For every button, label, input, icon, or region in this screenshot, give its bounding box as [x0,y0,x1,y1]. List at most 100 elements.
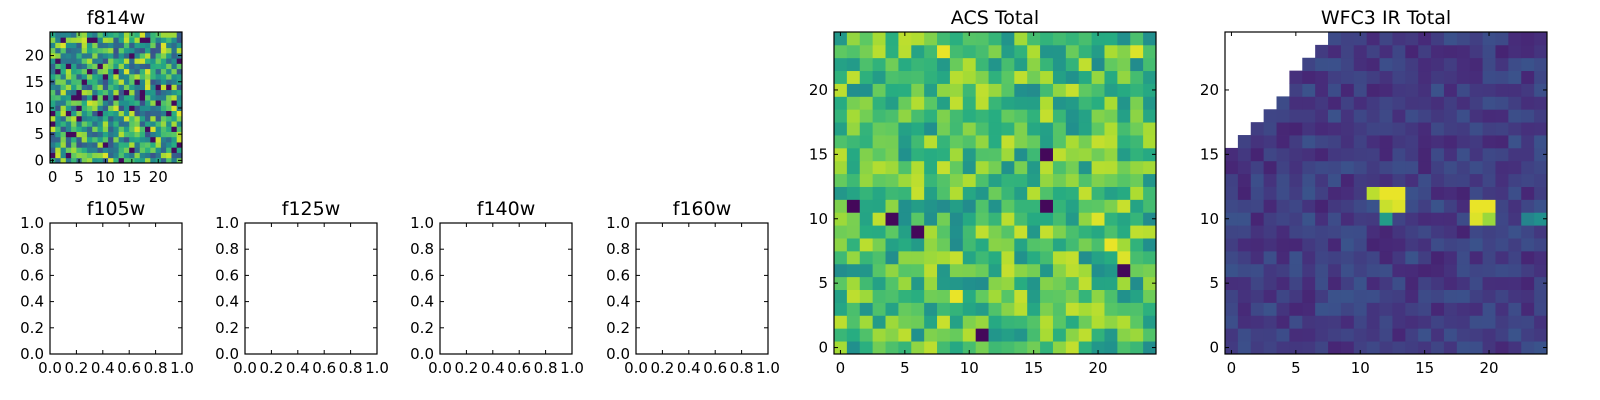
heatmap-cell [1508,96,1522,110]
heatmap-cell [834,160,848,175]
heatmap-cell [1469,70,1483,84]
heatmap-cell [1340,32,1355,46]
heatmap-cell [1130,122,1144,136]
heatmap-cell [139,94,146,101]
heatmap-cell [1263,160,1277,175]
heatmap-cell [898,173,912,187]
heatmap-cell [1237,212,1252,226]
heatmap-cell [834,328,848,342]
heatmap-cell [1263,341,1277,355]
heatmap-cell [1091,57,1105,72]
heatmap-cell [1521,70,1535,84]
heatmap-cell [1225,173,1239,187]
heatmap-cell [97,131,104,138]
heatmap-cell [1443,70,1458,84]
heatmap-cell [1405,83,1419,97]
heatmap-cell [1040,238,1054,252]
heatmap-cell [975,135,989,149]
heatmap-cell [962,289,977,303]
heatmap-cell [1521,186,1535,200]
heatmap-cell [937,160,951,175]
heatmap-cell [71,110,77,117]
heatmap-cell [1027,315,1041,329]
heatmap-cell [1315,83,1329,97]
heatmap-cell [859,147,874,162]
heatmap-cell [1443,57,1458,72]
heatmap-cell [1328,302,1342,316]
heatmap-cell [949,289,964,303]
heatmap-cell [71,58,77,64]
heatmap-cell [1014,44,1028,59]
heatmap-cell [1130,147,1144,162]
heatmap-cell [911,96,925,110]
heatmap-cell [834,135,848,149]
heatmap-cell [1392,83,1406,97]
heatmap-cell [145,136,151,143]
y-tick-label: 1.0 [20,214,44,232]
heatmap-cell [50,94,56,101]
heatmap-cell [1315,276,1329,290]
heatmap-cell [898,70,912,84]
heatmap-cell [71,100,77,106]
heatmap-cell [1014,276,1028,290]
heatmap-cell [1014,328,1028,342]
heatmap-cell [1469,173,1483,187]
heatmap-cell [1328,263,1342,278]
heatmap-cell [1508,173,1522,187]
heatmap-cell [1521,212,1535,226]
heatmap-cell [86,152,93,159]
heatmap-cell [171,63,178,70]
heatmap-cell [176,110,183,117]
heatmap-cell [1379,32,1393,46]
heatmap-cell [1405,250,1419,265]
heatmap-cell [1534,289,1548,303]
heatmap-cell [1117,122,1131,136]
heatmap-cell [1456,238,1471,252]
heatmap-cell [1117,83,1131,97]
heatmap-cell [129,115,135,122]
heatmap-cell [92,142,98,148]
heatmap-cell [1456,109,1471,123]
heatmap-cell [1078,109,1092,123]
heatmap-cell [1431,315,1445,329]
heatmap-cell [1143,212,1157,226]
heatmap-cell [1353,263,1368,278]
heatmap-cell [988,135,1002,149]
heatmap-cell [834,147,848,162]
heatmap-cell [949,328,964,342]
heatmap-cell [1328,135,1342,149]
heatmap-cell [1366,250,1380,265]
heatmap-cell [1276,160,1290,175]
heatmap-cell [1117,147,1131,162]
heatmap-cell [129,58,135,64]
heatmap-cell [113,84,120,91]
heatmap-cell [1508,83,1522,97]
heatmap-cell [108,110,114,117]
heatmap-cell [1117,328,1131,342]
heatmap-cell [1469,250,1483,265]
heatmap-cell [123,100,130,106]
heatmap-cell [102,84,109,91]
heatmap-cell [150,94,156,101]
heatmap-cell [1392,238,1406,252]
heatmap-cell [166,63,172,70]
heatmap-cell [129,152,135,159]
heatmap-cell [113,58,120,64]
heatmap-cell [1078,186,1092,200]
heatmap-cell [1263,212,1277,226]
heatmap-cell [123,42,130,49]
heatmap-cell [129,121,135,127]
heatmap-cell [898,186,912,200]
heatmap-cell [65,131,72,138]
heatmap-cell [55,58,61,64]
heatmap-cell [1443,302,1458,316]
heatmap-cell [145,131,151,138]
heatmap-cell [102,58,109,64]
heatmap-cell [1040,341,1054,355]
heatmap-cell [1418,212,1432,226]
heatmap-cell [65,115,72,122]
heatmap-cell [1418,302,1432,316]
heatmap-cell [123,157,130,164]
heatmap-cell [139,32,146,38]
